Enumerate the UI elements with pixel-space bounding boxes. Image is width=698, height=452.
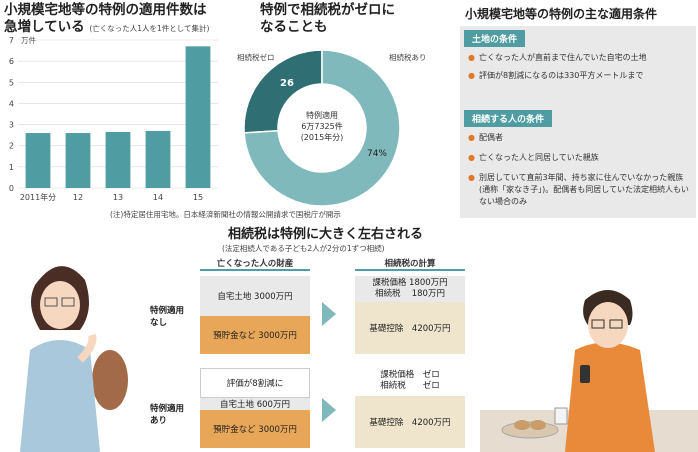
x-tick-label: 14 xyxy=(153,193,163,202)
row2-home-land: 自宅土地 600万円 xyxy=(200,398,310,410)
x-tick-label: 12 xyxy=(73,193,83,202)
slice-label-zero: 26 xyxy=(280,78,294,89)
pie-title-line1: 特例で相続税がゼロに xyxy=(260,2,395,18)
row2-calc: 課税価格 ゼロ 相続税 ゼロ xyxy=(355,370,465,392)
center-label-1: 特例適用 xyxy=(306,110,338,120)
land-condition-item-1: ● 亡くなった人が直前まで住んでいた自宅の土地 xyxy=(468,53,647,62)
row2-calc-tax: 相続税 ゼロ xyxy=(380,381,440,391)
y-tick-label: 4 xyxy=(9,99,14,108)
row1-savings: 預貯金など 3000万円 xyxy=(200,316,310,354)
y-tick-label: 0 xyxy=(9,184,14,193)
y-tick-label: 1 xyxy=(9,163,14,172)
row1-calc-taxable: 課税価格 1800万円 xyxy=(372,278,448,288)
left-chart-title-line1: 小規模宅地等の特例の適用件数は xyxy=(4,2,207,18)
bar xyxy=(105,131,131,188)
conditions-title: 小規模宅地等の特例の主な適用条件 xyxy=(465,7,658,21)
left-chart-title-note: (亡くなった人1人を1件として集計) xyxy=(89,24,210,33)
left-chart-title: 小規模宅地等の特例の適用件数は 急増している (亡くなった人1人を1件として集計… xyxy=(4,2,209,37)
heir-condition-item-2: ● 亡くなった人と同居していた親族 xyxy=(468,153,599,162)
center-label-2: 6万7325件 xyxy=(301,121,342,131)
pie-title-line2: なることも xyxy=(260,19,328,35)
x-tick-label: 13 xyxy=(113,193,123,202)
land-conditions-header: 土地の条件 xyxy=(464,30,526,47)
land-condition-item-2: ● 評価が8割減になるのは330平方メートルまで xyxy=(468,71,644,80)
man-illustration xyxy=(480,290,698,452)
row2-reduction-note: 評価が8割減に xyxy=(200,368,310,398)
left-chart-title-line2: 急増している xyxy=(4,19,85,35)
y-unit-label: 万件 xyxy=(21,36,36,45)
pie-label-yes: 相続税あり xyxy=(389,53,427,62)
row2-arrow xyxy=(322,398,336,422)
land-conditions-list: ● 亡くなった人が直前まで住んでいた自宅の土地 ● 評価が8割減になるのは330平方… xyxy=(468,52,693,82)
row1-calc-tax: 相続税 180万円 xyxy=(375,289,445,299)
conditions-panel: 土地の条件 ● 亡くなった人が直前まで住んでいた自宅の土地 ● 評価が8割減になるの… xyxy=(460,26,696,218)
row2-calc-taxable: 課税価格 ゼロ xyxy=(380,370,440,380)
bar xyxy=(185,46,211,188)
left-chart-note: (注)特定居住用宅地。日本経済新聞社の情報公開請求で国税庁が開示 xyxy=(110,210,341,219)
heir-condition-item-3: ● 別居していて直前3年間、持ち家に住んでいなかった親族(通称「家なき子」)。配偶… xyxy=(468,173,689,206)
lower-title: 相続税は特例に大きく左右される xyxy=(228,227,424,242)
x-tick-label: 15 xyxy=(193,193,203,202)
pie-label-zero: 相続税ゼロ xyxy=(237,53,275,62)
bar xyxy=(145,130,171,188)
row2-savings: 預貯金など 3000万円 xyxy=(200,410,310,448)
row1-arrow xyxy=(322,302,336,326)
row1-home-land: 自宅土地 3000万円 xyxy=(200,276,310,316)
heir-conditions-header: 相続する人の条件 xyxy=(464,110,553,127)
row1-basic-deduction: 基礎控除 4200万円 xyxy=(355,302,465,354)
lower-subtitle: (法定相続人である子ども2人が2分の1ずつ相続) xyxy=(222,244,385,253)
bar xyxy=(25,133,51,188)
row1-calc: 課税価格 1800万円 相続税 180万円 xyxy=(355,276,465,302)
y-tick-label: 6 xyxy=(9,57,14,66)
y-tick-label: 7 xyxy=(9,36,14,45)
center-label-3: (2015年分) xyxy=(301,132,344,142)
row2-label: 特例適用 あり xyxy=(150,404,185,426)
col1-header: 亡くなった人の財産 xyxy=(200,257,310,271)
woman-illustration xyxy=(20,266,128,452)
y-tick-label: 3 xyxy=(9,121,14,130)
heir-condition-item-1: ● 配偶者 xyxy=(468,133,503,142)
x-tick-label: 2011年分 xyxy=(20,192,56,202)
y-tick-label: 5 xyxy=(9,78,14,87)
row1-label: 特例適用 なし xyxy=(150,306,185,328)
slice-tax xyxy=(243,49,401,207)
col2-header: 相続税の計算 xyxy=(355,257,465,271)
heir-conditions-list: ● 配偶者 ● 亡くなった人と同居していた親族 ● 別居していて直前3年間、持ち家に住… xyxy=(468,132,690,208)
y-tick-label: 2 xyxy=(9,142,14,151)
slice-label-yes: 74% xyxy=(367,149,387,159)
row2-basic-deduction: 基礎控除 4200万円 xyxy=(355,396,465,448)
bar xyxy=(65,133,91,188)
pie-title: 特例で相続税がゼロに なることも xyxy=(260,2,395,36)
